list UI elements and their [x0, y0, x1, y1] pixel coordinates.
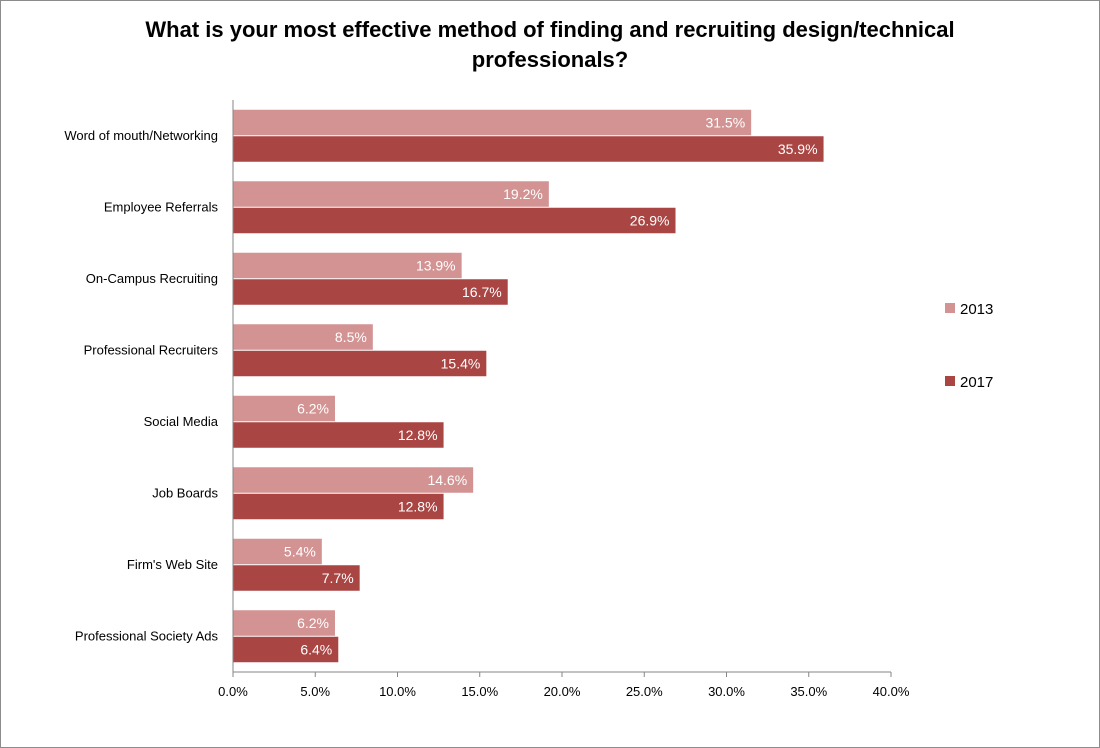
data-label-2017: 15.4%: [441, 356, 481, 372]
legend-swatch-2017: [945, 376, 955, 386]
legend-label-2017: 2017: [960, 374, 993, 391]
bar-2013: [233, 610, 335, 636]
category-label: Job Boards: [152, 485, 218, 500]
category-label: Word of mouth/Networking: [64, 128, 218, 143]
x-tick-label: 35.0%: [790, 684, 827, 699]
category-label: Firm's Web Site: [127, 557, 218, 572]
data-label-2013: 14.6%: [427, 472, 467, 488]
bar-2013: [233, 109, 752, 136]
data-label-2013: 6.2%: [297, 401, 329, 417]
bar-2017: [233, 493, 444, 520]
bar-2013: [233, 181, 549, 207]
bar-2017: [233, 636, 339, 663]
category-label: Professional Recruiters: [84, 342, 219, 357]
category-label: Social Media: [144, 414, 219, 429]
data-label-2017: 35.9%: [778, 141, 818, 157]
bar-2013: [233, 395, 335, 422]
data-label-2017: 16.7%: [462, 284, 502, 300]
data-label-2013: 8.5%: [335, 329, 367, 345]
data-label-2017: 6.4%: [300, 642, 332, 658]
x-tick-label: 0.0%: [218, 684, 248, 699]
bar-2017: [233, 279, 508, 305]
bar-2013: [233, 324, 373, 350]
x-tick-label: 25.0%: [626, 684, 663, 699]
bar-2013: [233, 538, 322, 565]
data-label-2013: 19.2%: [503, 186, 543, 202]
chart-title-line-2: professionals?: [471, 47, 629, 72]
data-label-2013: 31.5%: [705, 115, 745, 131]
category-label: Employee Referrals: [104, 199, 219, 214]
legend-label-2013: 2013: [960, 301, 993, 318]
chart-title: What is your most effective method of fi…: [1, 15, 1099, 75]
legend-swatch-2013: [945, 303, 955, 313]
category-label: Professional Society Ads: [75, 628, 219, 643]
chart-title-line-1: What is your most effective method of fi…: [145, 17, 955, 42]
x-tick-label: 30.0%: [708, 684, 745, 699]
bar-2017: [233, 350, 487, 377]
category-label: On-Campus Recruiting: [86, 271, 218, 286]
x-tick-label: 15.0%: [461, 684, 498, 699]
bar-2017: [233, 136, 824, 162]
x-tick-label: 10.0%: [379, 684, 416, 699]
data-label-2017: 12.8%: [398, 427, 438, 443]
bar-2017: [233, 422, 444, 448]
x-tick-label: 20.0%: [544, 684, 581, 699]
bar-2013: [233, 252, 462, 279]
data-label-2017: 7.7%: [322, 570, 354, 586]
bar-2017: [233, 207, 676, 234]
bar-2013: [233, 467, 474, 493]
data-label-2017: 26.9%: [630, 213, 670, 229]
data-label-2017: 12.8%: [398, 499, 438, 515]
x-tick-label: 40.0%: [873, 684, 910, 699]
data-label-2013: 13.9%: [416, 258, 456, 274]
x-tick-label: 5.0%: [300, 684, 330, 699]
data-label-2013: 5.4%: [284, 544, 316, 560]
data-label-2013: 6.2%: [297, 615, 329, 631]
bar-2017: [233, 565, 360, 591]
